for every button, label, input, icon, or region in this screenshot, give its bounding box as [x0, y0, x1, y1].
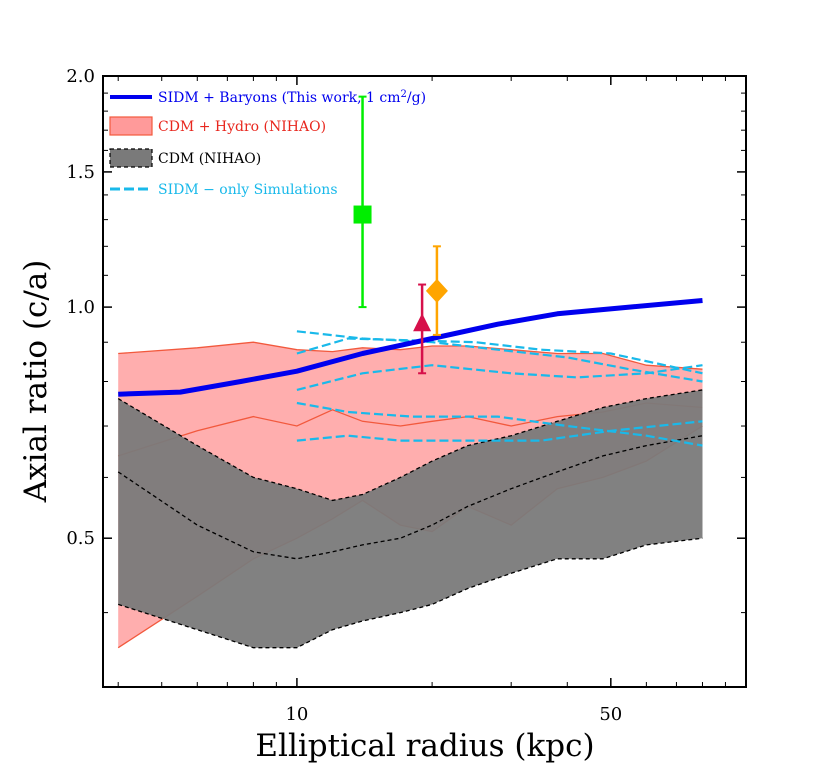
observation-diamond-marker [425, 278, 448, 303]
sidm-baryons-line [118, 298, 703, 397]
y-axis-title: Axial ratio (c/a) [18, 260, 54, 504]
legend-cdm-hydro-swatch [109, 116, 153, 136]
cdm-dmo-upper-edge [117, 389, 703, 502]
y-tick-label: 2.0 [66, 66, 95, 87]
observation-triangle-marker [413, 313, 432, 332]
cdm-dmo-median-line [117, 435, 703, 560]
y-tick-label: 1.5 [66, 162, 95, 183]
sidm-only-curve-5 [296, 420, 703, 442]
y-tick-label: 1.0 [66, 297, 95, 318]
legend-label: SIDM + Baryons (This work, 1 cm2/g) [158, 89, 426, 107]
legend-label: CDM (NIHAO) [158, 151, 261, 167]
axes-ticks: 0.5 1.0 1.5 2.0 10 50 [66, 66, 746, 725]
observation-square-marker [353, 205, 372, 224]
legend-cdm-swatch [109, 148, 153, 168]
x-tick-label: 50 [599, 704, 622, 725]
legend-label: CDM + Hydro (NIHAO) [158, 119, 326, 135]
sidm-only-curve-4 [296, 401, 703, 447]
cdm-dmo-lower-edge [118, 537, 703, 649]
sidm-only-curve-3 [296, 364, 703, 391]
plot-area [117, 95, 703, 649]
x-axis-title: Elliptical radius (kpc) [255, 728, 594, 764]
cdm-dmo-band [118, 389, 703, 648]
sidm-only-curve-2 [296, 337, 703, 375]
legend-label: SIDM − only Simulations [158, 182, 338, 198]
legend: SIDM + Baryons (This work, 1 cm2/g) CDM +… [109, 89, 426, 198]
x-tick-label: 10 [285, 704, 308, 725]
y-tick-label: 0.5 [66, 528, 95, 549]
